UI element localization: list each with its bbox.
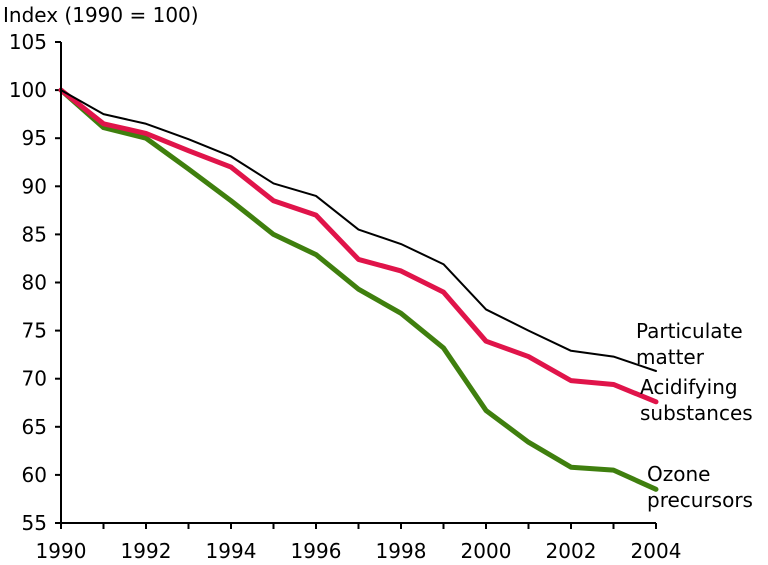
y-tick-label: 90 bbox=[22, 174, 47, 198]
y-tick-label: 65 bbox=[22, 415, 47, 439]
y-tick-label: 80 bbox=[22, 271, 47, 295]
series-line-particulate-matter bbox=[60, 89, 657, 373]
series-lines bbox=[58, 87, 659, 492]
y-tick-label: 100 bbox=[9, 78, 47, 102]
series-label-acidifying-substances: substances bbox=[640, 401, 753, 425]
x-tick-label: 1992 bbox=[121, 539, 172, 563]
x-tick-label: 1990 bbox=[36, 539, 87, 563]
x-tick-label: 2002 bbox=[546, 539, 597, 563]
x-tick-label: 1996 bbox=[291, 539, 342, 563]
y-tick-label: 105 bbox=[9, 30, 47, 54]
y-tick-label: 75 bbox=[22, 319, 47, 343]
x-tick-label: 1994 bbox=[206, 539, 257, 563]
series-label-acidifying-substances: Acidifying bbox=[640, 375, 738, 399]
series-label-ozone-precursors: precursors bbox=[647, 488, 753, 512]
y-axis-title: Index (1990 = 100) bbox=[3, 3, 199, 27]
x-tick-label: 2000 bbox=[461, 539, 512, 563]
series-label-particulate-matter: Particulate bbox=[636, 319, 743, 343]
series-line-ozone-precursors bbox=[58, 87, 659, 492]
y-axis-ticks: 55 60 65 70 75 80 85 90 95 100 105 bbox=[9, 30, 61, 535]
y-tick-label: 60 bbox=[22, 463, 47, 487]
series-label-ozone-precursors: Ozone bbox=[647, 462, 710, 486]
series-label-particulate-matter: matter bbox=[636, 345, 705, 369]
y-tick-label: 85 bbox=[22, 222, 47, 246]
y-tick-label: 70 bbox=[22, 367, 47, 391]
x-axis-ticks: 1990 1992 1994 1996 1998 2000 2002 2004 bbox=[36, 523, 682, 563]
y-tick-label: 55 bbox=[22, 511, 47, 535]
y-tick-label: 95 bbox=[22, 126, 47, 150]
series-line-acidifying-substances bbox=[58, 87, 659, 405]
x-tick-label: 1998 bbox=[376, 539, 427, 563]
x-tick-label: 2004 bbox=[631, 539, 682, 563]
